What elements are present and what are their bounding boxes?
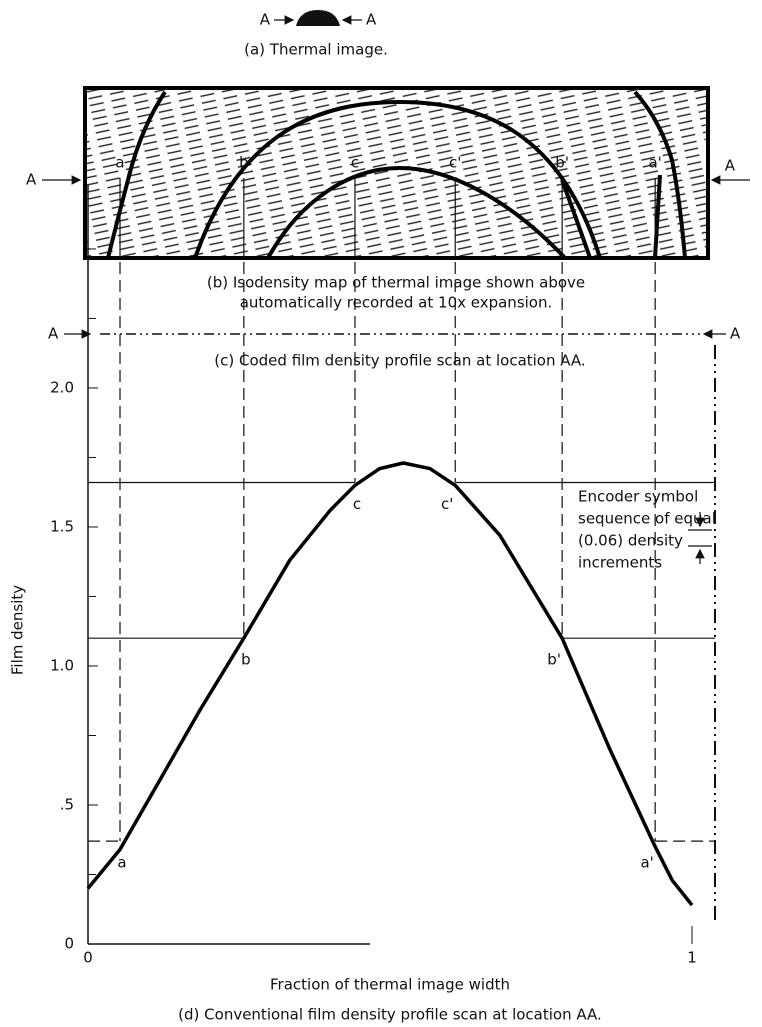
contour <box>633 90 687 258</box>
x-tick-label: 1 <box>687 949 697 967</box>
annotation: (0.06) density <box>578 532 683 550</box>
map-point-label: c <box>351 154 359 172</box>
contours <box>106 90 687 258</box>
y-axis-label: Film density <box>9 585 27 675</box>
annotation: sequence of equal <box>578 510 716 528</box>
point-label: a <box>117 854 126 872</box>
y-tick-label: 2.0 <box>50 378 74 396</box>
section-marker: A <box>366 11 377 29</box>
density-curve <box>86 461 694 907</box>
map-point-label: b <box>239 154 249 172</box>
section-marker: A <box>260 11 271 29</box>
map-point-label: b' <box>555 154 569 172</box>
point-label: b' <box>547 651 561 669</box>
y-tick-label: 0 <box>64 935 74 953</box>
map-point-label: a <box>115 154 124 172</box>
caption: (a) Thermal image. <box>244 41 388 59</box>
panel-b: A A (b) Isodensity map of thermal image … <box>26 86 750 312</box>
caption: (b) Isodensity map of thermal image show… <box>207 274 585 292</box>
contour <box>266 165 567 258</box>
contour <box>106 90 167 258</box>
x-axis-label: Fraction of thermal image width <box>270 976 510 994</box>
point-label: c' <box>441 495 453 513</box>
caption: (d) Conventional film density profile sc… <box>178 1006 602 1024</box>
point-label: a' <box>640 854 653 872</box>
section-marker: A <box>26 171 37 189</box>
caption: automatically recorded at 10x expansion. <box>240 294 553 312</box>
annotation: increments <box>578 554 662 572</box>
section-marker: A <box>48 325 59 343</box>
contour <box>193 99 602 258</box>
point-label: b <box>241 651 251 669</box>
section-marker: A <box>730 325 741 343</box>
annotation: Encoder symbol <box>578 488 698 506</box>
map-point-label: c' <box>449 154 461 172</box>
map-frame <box>83 86 710 260</box>
y-tick-label: .5 <box>60 795 74 813</box>
map-point-label: a' <box>648 154 661 172</box>
x-tick-label: 0 <box>83 949 93 967</box>
section-marker: A <box>725 157 736 175</box>
thermal-image <box>296 10 340 26</box>
y-tick-label: 1.5 <box>50 517 74 535</box>
panel-a: A A (a) Thermal image. <box>244 10 388 59</box>
chart: Film density Fraction of thermal image w… <box>9 585 602 1024</box>
panel-c: A A (c) Coded film density profile scan … <box>48 325 741 370</box>
caption: (c) Coded film density profile scan at l… <box>214 352 585 370</box>
contour <box>560 179 592 258</box>
point-label: c <box>353 495 361 513</box>
y-tick-label: 1.0 <box>50 656 74 674</box>
isodensity-hatching <box>85 88 708 258</box>
